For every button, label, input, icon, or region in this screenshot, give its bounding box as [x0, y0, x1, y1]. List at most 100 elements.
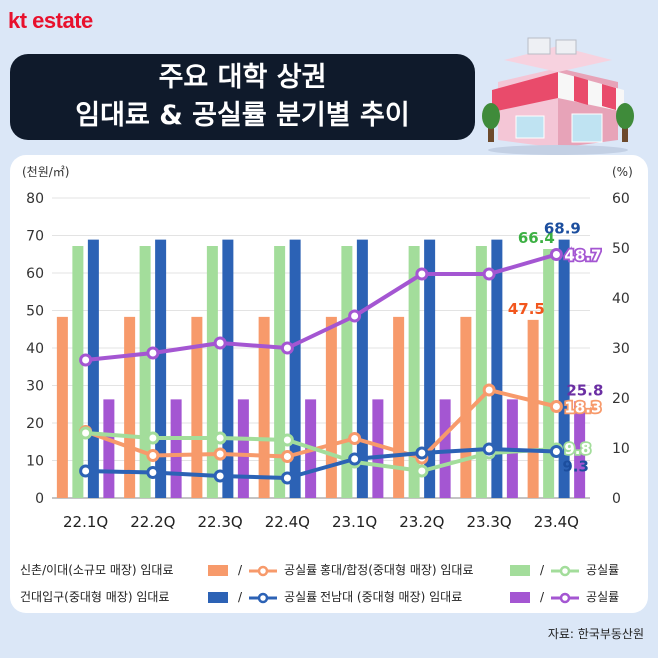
line-point: [549, 445, 563, 458]
legend-bar-swatch: [510, 592, 530, 603]
category-label: 22.4Q: [265, 513, 310, 531]
right-tick-label: 30: [612, 341, 630, 357]
legend-line-label: 공실률: [284, 590, 318, 604]
value-annotation: 66.4: [518, 229, 555, 247]
line-point: [79, 426, 93, 440]
value-annotation: 47.5: [508, 300, 545, 318]
line-point: [482, 267, 496, 281]
bar: [191, 316, 203, 498]
category-label: 22.2Q: [130, 513, 175, 531]
category-label: 23.2Q: [399, 513, 444, 531]
bar: [393, 316, 405, 498]
legend-line-swatch: [551, 565, 580, 576]
legend-line-swatch: [249, 565, 278, 576]
value-annotation: 9.3: [562, 458, 589, 476]
title-banner: 주요 대학 상권 임대료 & 공실률 분기별 추이: [10, 54, 475, 140]
line-point: [213, 431, 227, 445]
right-axis-unit: (%): [612, 165, 633, 179]
line-point: [482, 442, 496, 456]
bar: [56, 316, 68, 498]
line-point: [213, 447, 227, 461]
bar: [341, 246, 353, 498]
bar: [475, 246, 487, 498]
value-annotation: 9.8: [564, 440, 591, 458]
series-line: [85, 447, 557, 480]
left-tick-label: 10: [26, 454, 44, 470]
line-point: [146, 431, 160, 445]
bar: [206, 246, 218, 498]
line-point: [79, 464, 93, 478]
legend-item: 홍대/합정(중대형 매장) 임대료 / 공실률: [320, 560, 619, 580]
bar: [424, 239, 436, 498]
bar: [408, 246, 420, 498]
left-tick-label: 30: [26, 379, 44, 395]
category-label: 22.1Q: [63, 513, 108, 531]
value-annotation: 25.8: [566, 381, 603, 399]
legend-bar-label: 홍대/합정(중대형 매장) 임대료: [320, 563, 474, 577]
bar: [155, 239, 167, 498]
value-annotation: 18.3: [564, 399, 601, 417]
legend-bar-label: 신촌/이대(소규모 매장) 임대료: [20, 563, 174, 577]
line-point: [348, 432, 362, 445]
left-tick-label: 80: [26, 191, 44, 207]
bar: [491, 239, 503, 498]
bar: [543, 249, 555, 498]
category-label: 23.3Q: [467, 513, 512, 531]
line-point: [549, 400, 563, 413]
bar: [372, 399, 384, 498]
line-point: [79, 353, 93, 367]
line-point: [146, 466, 160, 479]
line-point: [280, 341, 294, 355]
legend-line-swatch: [249, 592, 278, 603]
line-point: [280, 450, 294, 463]
bar: [558, 239, 570, 498]
legend-item: 신촌/이대(소규모 매장) 임대료 / 공실률: [20, 560, 317, 580]
left-tick-label: 0: [35, 491, 44, 507]
left-tick-label: 40: [26, 341, 44, 357]
legend-separator: /: [238, 590, 243, 604]
bar: [124, 316, 136, 498]
bar: [87, 239, 99, 498]
bar: [237, 399, 249, 498]
value-annotation: 68.9: [544, 220, 581, 238]
brand-logo: kt estate: [8, 8, 93, 33]
line-point: [213, 336, 227, 350]
bar: [170, 399, 182, 498]
legend-item: 건대입구(중대형 매장) 임대료 / 공실률: [20, 587, 317, 607]
right-tick-label: 10: [612, 441, 630, 457]
right-tick-label: 50: [612, 241, 630, 257]
bar: [356, 239, 368, 498]
line-point: [146, 346, 160, 360]
bar: [72, 246, 84, 498]
bar: [222, 239, 234, 498]
line-point: [280, 433, 294, 447]
bar: [325, 316, 337, 498]
series-line: [85, 431, 557, 473]
bar: [289, 239, 301, 498]
left-tick-label: 60: [26, 266, 44, 282]
legend-line-label: 공실률: [586, 563, 620, 577]
right-tick-label: 0: [612, 491, 621, 507]
right-tick-label: 60: [612, 191, 630, 207]
legend-bar-label: 전남대 (중대형 매장) 임대료: [320, 590, 463, 604]
line-point: [213, 469, 227, 483]
title-line-2: 임대료 & 공실률 분기별 추이: [75, 100, 410, 131]
line-point: [549, 248, 563, 261]
left-tick-label: 20: [26, 416, 44, 432]
chart-svg: 0 10 20 30 40 50 60 70 80 0 10 20 30 40 50 60 (천원/㎡) (%) 2…: [22, 164, 633, 531]
line-point: [482, 383, 496, 397]
category-label: 23.1Q: [332, 513, 377, 531]
series-line: [85, 252, 557, 362]
legend-separator: /: [540, 563, 545, 577]
bar: [574, 401, 586, 498]
line-point: [280, 471, 294, 485]
right-tick-label: 20: [612, 391, 630, 407]
store-illustration: [482, 37, 634, 155]
line-point: [348, 452, 362, 466]
legend-bar-swatch: [208, 565, 228, 576]
category-label: 23.4Q: [534, 513, 579, 531]
title-line-1: 주요 대학 상권: [158, 62, 327, 93]
legend-bar-swatch: [510, 565, 530, 576]
left-tick-label: 70: [26, 229, 44, 245]
line-point: [415, 464, 429, 478]
